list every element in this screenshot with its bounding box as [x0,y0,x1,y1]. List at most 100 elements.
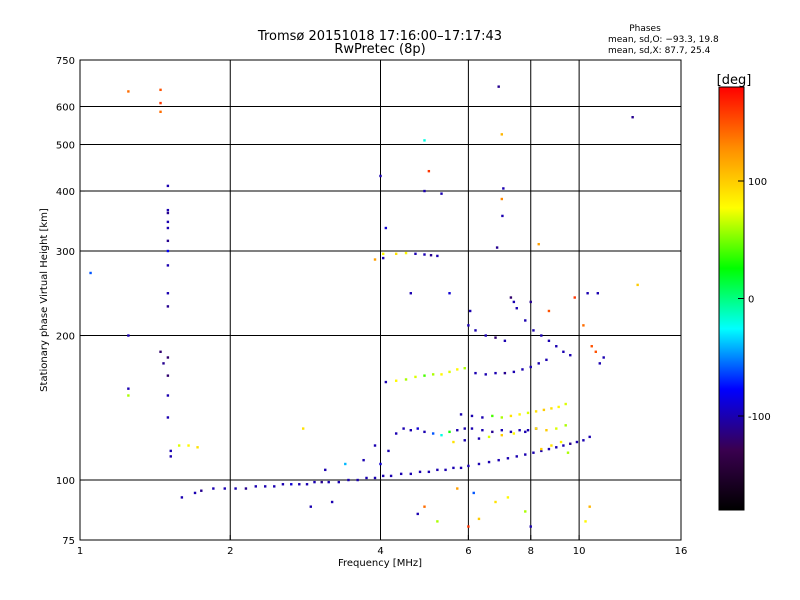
y-tick-label: 100 [56,476,75,487]
data-point [509,430,513,434]
plot-area: 1 2 4 6 8 10 16 75 100 200 300 400 500 600 750 [56,56,687,557]
data-point [298,483,301,486]
data-point [524,453,527,456]
data-point [373,444,377,447]
data-point [573,296,576,299]
x-tick-label: 10 [573,546,586,557]
data-point [545,358,548,362]
data-point [477,517,481,521]
data-point [330,500,334,504]
data-point [491,430,494,434]
data-point [452,440,455,444]
data-point [281,483,285,486]
data-point [588,435,591,439]
data-point [503,339,507,343]
data-point [436,520,439,523]
data-point [169,449,172,453]
data-point [555,345,558,348]
data-point [590,345,593,348]
data-point [166,264,170,267]
phases-x-stats: mean, sd,X: 87.7, 25.4 [608,46,711,56]
data-point [557,405,560,409]
data-point [448,430,451,434]
data-point [537,362,540,365]
data-point [534,410,538,413]
data-point [494,336,497,339]
grid-lines [80,60,681,540]
data-point [512,300,516,304]
data-point [166,416,170,419]
data-point [636,283,639,287]
data-point [586,292,589,295]
data-point [416,512,419,516]
data-point [463,427,466,430]
data-point [404,251,408,255]
data-point [418,470,422,474]
data-point [474,371,477,375]
data-point [532,329,535,332]
data-point [166,249,170,253]
data-point [456,429,459,432]
data-point [588,505,591,508]
data-points [89,85,639,528]
data-point [467,525,470,528]
data-point [337,480,341,484]
data-point [427,470,431,474]
data-point [532,451,535,454]
data-point [166,208,170,212]
chart-title: Tromsø 20151018 17:16:00–17:17:43 [257,29,502,44]
data-point [537,242,540,246]
data-point [223,487,226,490]
data-point [456,368,459,371]
data-point [542,408,546,412]
x-tick-label: 16 [675,546,688,557]
data-point [448,370,451,374]
data-point [487,435,491,439]
data-point [550,407,553,410]
data-point [509,296,513,299]
data-point [431,432,435,435]
data-point [166,226,170,230]
data-point [416,427,419,430]
data-point [305,483,309,486]
data-point [381,256,385,260]
data-point [529,365,532,369]
x-axis-label: Frequency [MHz] [338,558,422,569]
data-point [159,101,162,105]
data-point [472,491,475,495]
data-point [562,444,565,447]
data-point [494,371,497,375]
data-point [166,305,170,308]
data-point [575,440,579,444]
data-point [89,271,92,275]
data-point [582,324,585,327]
data-point [423,189,426,193]
data-point [470,427,474,430]
data-point [484,373,487,376]
data-point [494,500,497,504]
data-point [547,447,551,451]
data-point [545,429,548,432]
data-point [481,416,484,419]
data-point [598,362,601,365]
data-point [362,458,365,462]
data-point [404,378,408,381]
data-point [373,258,377,261]
data-point [524,430,527,434]
data-point [177,444,181,447]
data-point [159,110,162,113]
x-tick-label: 4 [377,546,383,557]
data-point [512,432,516,435]
data-point [409,472,412,476]
data-point [166,220,170,224]
data-point [384,226,388,230]
data-point [497,458,500,462]
data-point [244,487,248,490]
data-point [309,505,312,508]
data-point [162,362,165,365]
data-point [547,309,551,313]
data-point [582,439,585,442]
data-point [497,85,500,88]
data-point [540,449,543,453]
data-point [529,300,532,304]
